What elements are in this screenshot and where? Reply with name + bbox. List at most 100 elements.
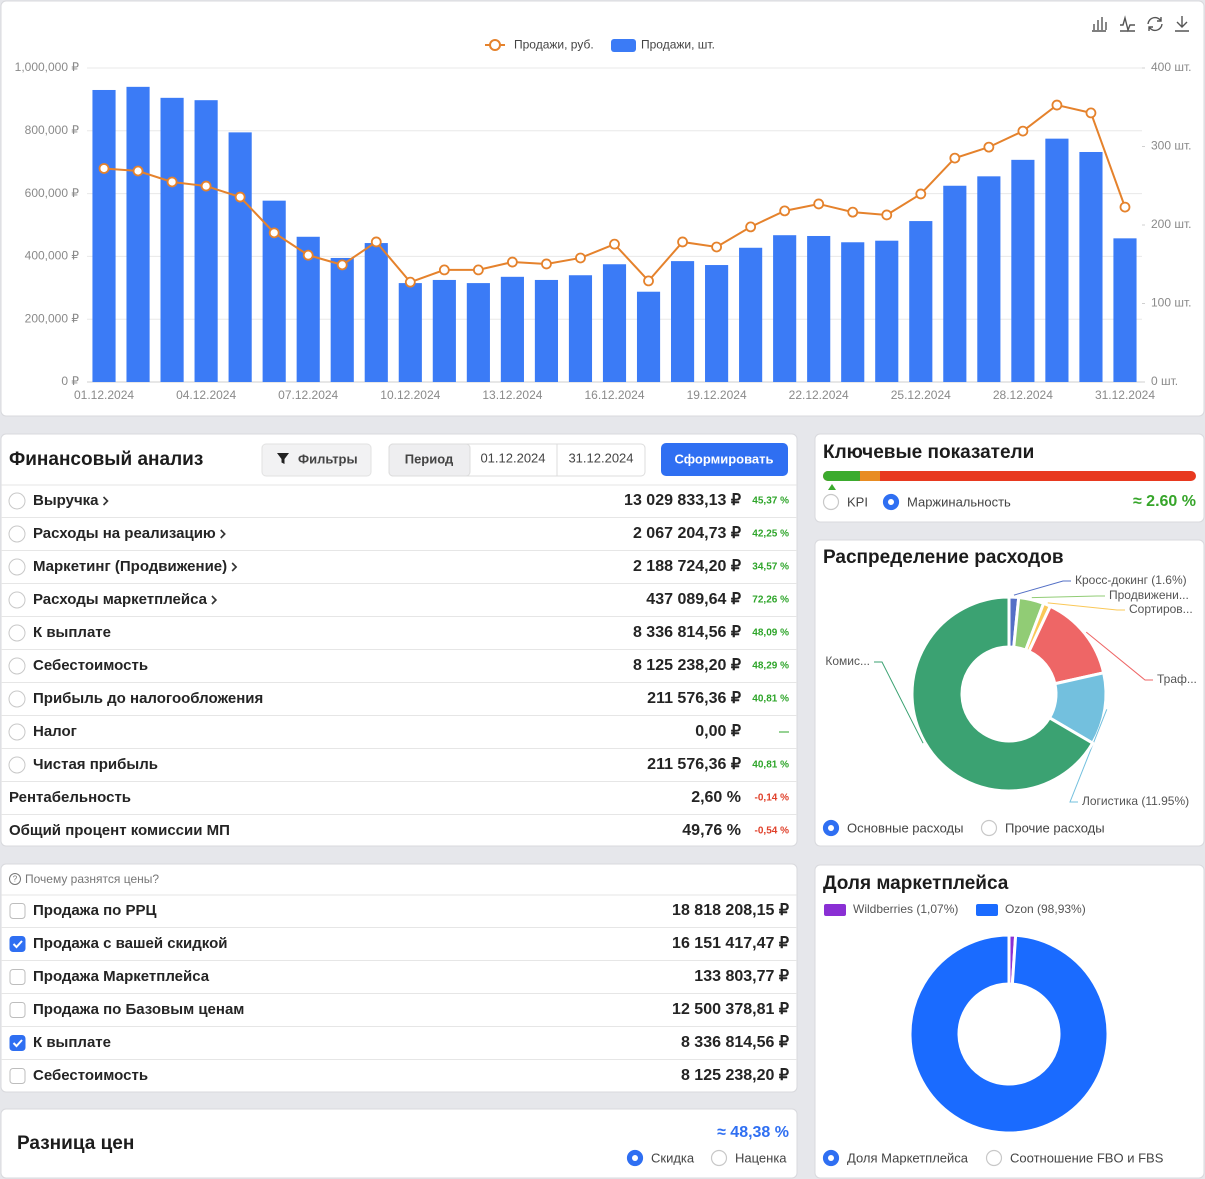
bar bbox=[398, 283, 422, 382]
row-change: -0,54 % bbox=[755, 826, 790, 837]
row-value: 8 336 814,56 ₽ bbox=[681, 1034, 789, 1051]
expand-chevron[interactable] bbox=[211, 595, 218, 605]
row-radio[interactable] bbox=[8, 723, 26, 741]
checkbox[interactable] bbox=[9, 1068, 26, 1084]
row-value: 133 803,77 ₽ bbox=[694, 968, 789, 985]
slice-label: Сортиров... bbox=[1129, 602, 1193, 616]
checkbox[interactable] bbox=[9, 1035, 26, 1051]
x-tick-label: 04.12.2024 bbox=[176, 388, 236, 402]
download-icon[interactable] bbox=[1175, 16, 1189, 32]
help-icon[interactable] bbox=[9, 873, 21, 885]
row-change: — bbox=[779, 727, 789, 738]
row-change: 48,29 % bbox=[752, 661, 789, 672]
kpi-bar-good bbox=[823, 471, 863, 481]
expand-chevron[interactable] bbox=[102, 496, 109, 506]
date-input: 31.12.2024 bbox=[568, 450, 633, 465]
row-label: Себестоимость bbox=[33, 657, 148, 674]
x-tick-label: 10.12.2024 bbox=[380, 388, 440, 402]
line-point bbox=[745, 221, 757, 233]
leader-line bbox=[1013, 580, 1071, 596]
expand-chevron[interactable] bbox=[220, 529, 226, 539]
bar bbox=[739, 247, 763, 382]
line-point bbox=[234, 191, 246, 203]
row-value: 2 188 724,20 ₽ bbox=[633, 558, 741, 575]
bar bbox=[841, 242, 865, 382]
row-change: 40,81 % bbox=[752, 694, 789, 705]
legend-label: Ozon (98,93%) bbox=[1005, 902, 1086, 916]
refresh-icon[interactable] bbox=[1147, 16, 1163, 32]
radio-dot bbox=[828, 825, 834, 831]
bar bbox=[194, 100, 218, 382]
kpi-bar bbox=[823, 471, 1196, 481]
row-value: 12 500 378,81 ₽ bbox=[672, 1001, 789, 1018]
radio[interactable] bbox=[980, 819, 998, 837]
bar bbox=[500, 276, 524, 382]
row-label: Продажа Маркетплейса bbox=[33, 968, 210, 985]
row-change: 40,81 % bbox=[752, 760, 789, 771]
bar bbox=[1011, 159, 1035, 382]
row-radio[interactable] bbox=[8, 756, 26, 774]
y2-tick-label: 300 шт. bbox=[1151, 139, 1191, 153]
checkbox[interactable] bbox=[9, 936, 26, 952]
marketplace-card bbox=[814, 864, 1205, 1179]
row-radio[interactable] bbox=[8, 492, 26, 510]
bar bbox=[126, 86, 150, 382]
row-value: 2 067 204,73 ₽ bbox=[633, 525, 741, 542]
checkbox[interactable] bbox=[9, 1002, 26, 1018]
y-tick-label: 0 ₽ bbox=[61, 374, 79, 388]
line-point bbox=[336, 259, 348, 271]
y-tick-label: 600,000 ₽ bbox=[25, 186, 80, 200]
bar bbox=[773, 235, 797, 382]
row-value: 437 089,64 ₽ bbox=[646, 591, 741, 608]
expand-chevron[interactable] bbox=[231, 562, 238, 572]
radio[interactable] bbox=[985, 1149, 1003, 1167]
line-point bbox=[166, 176, 178, 188]
row-radio[interactable] bbox=[8, 591, 26, 609]
row-radio[interactable] bbox=[8, 690, 26, 708]
row-label: Продажа с вашей скидкой bbox=[33, 935, 228, 952]
section-title: Разница цен bbox=[17, 1133, 134, 1154]
diff-value: ≈ 48,38 % bbox=[717, 1124, 789, 1141]
radio-label: Основные расходы bbox=[847, 820, 963, 835]
checkbox[interactable] bbox=[9, 969, 26, 985]
button-label: Фильтры bbox=[298, 451, 358, 466]
y2-tick-label: 400 шт. bbox=[1151, 60, 1191, 74]
bar bbox=[228, 132, 252, 382]
bar bbox=[636, 291, 661, 382]
y-tick-label: 1,000,000 ₽ bbox=[15, 60, 80, 74]
period-label: Период bbox=[405, 451, 454, 466]
row-change: 34,57 % bbox=[752, 562, 789, 573]
submit-button[interactable] bbox=[661, 443, 788, 476]
line-point bbox=[404, 276, 416, 288]
x-tick-label: 07.12.2024 bbox=[278, 388, 338, 402]
row-label: Расходы маркетплейса bbox=[33, 591, 208, 608]
line-icon[interactable] bbox=[1120, 15, 1135, 33]
line-point bbox=[643, 275, 654, 287]
row-radio[interactable] bbox=[8, 558, 26, 576]
bar-icon[interactable] bbox=[1092, 17, 1107, 32]
x-tick-label: 31.12.2024 bbox=[1095, 388, 1155, 402]
help-icon-glyph: ? bbox=[13, 875, 18, 884]
radio[interactable] bbox=[822, 493, 840, 511]
radio[interactable] bbox=[710, 1149, 728, 1167]
line-point bbox=[983, 141, 995, 153]
row-value: 2,60 % bbox=[691, 789, 741, 806]
row-radio[interactable] bbox=[8, 624, 26, 642]
bar bbox=[1079, 151, 1103, 382]
row-radio[interactable] bbox=[8, 525, 26, 543]
row-radio[interactable] bbox=[8, 657, 26, 675]
filters-button[interactable] bbox=[261, 443, 372, 477]
row-label: Чистая прибыль bbox=[33, 756, 158, 773]
line-point bbox=[949, 152, 961, 164]
row-label: Общий процент комиссии МП bbox=[9, 822, 230, 839]
pie-slice bbox=[908, 933, 1110, 1135]
kpi-bar-mid bbox=[860, 471, 880, 481]
line-point bbox=[915, 188, 927, 200]
line-point bbox=[541, 258, 552, 270]
leader-line bbox=[1031, 595, 1105, 599]
radio-dot bbox=[828, 1155, 834, 1161]
bar bbox=[160, 97, 184, 382]
checkbox[interactable] bbox=[9, 903, 26, 919]
bar bbox=[705, 265, 729, 382]
